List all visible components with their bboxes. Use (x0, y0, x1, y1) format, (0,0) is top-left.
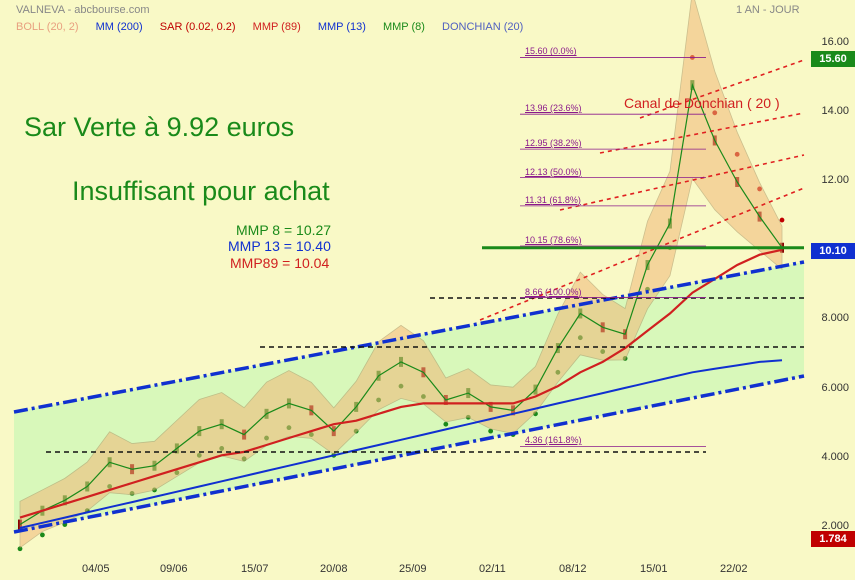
legend-mmp13: MMP (13) (317, 21, 366, 33)
y-tick-label: 2.000 (821, 520, 849, 532)
insuffisant-annotation: Insuffisant pour achat (72, 176, 330, 206)
x-tick-label: 04/05 (82, 563, 110, 575)
fib-label: 10.15 (78.6%) (525, 235, 582, 245)
y-tick-label: 14.00 (821, 104, 849, 117)
series-line-mmp-89- (19, 248, 783, 519)
period-label: 1 AN - JOUR (736, 4, 800, 16)
sar-dot (443, 421, 449, 427)
x-tick-label: 25/09 (399, 563, 427, 575)
x-tick-label: 20/08 (320, 563, 348, 575)
x-tick-label: 15/01 (640, 563, 668, 575)
y-tick-label: 4.000 (821, 450, 849, 463)
fib-label: 15.60 (0.0%) (525, 46, 577, 57)
fib-label: 4.36 (161.8%) (525, 435, 582, 446)
price-badge-low: 1.784 (811, 531, 855, 547)
price-badge-high: 15.60 (811, 51, 855, 67)
y-tick-label: 8.000 (821, 312, 849, 325)
y-tick-label: 6.000 (821, 381, 849, 394)
legend-donchian: DONCHIAN (20) (442, 21, 524, 33)
x-tick-label: 08/12 (559, 563, 587, 575)
legend-mmp89: MMP (89) (252, 21, 301, 33)
donchian-channel-line (559, 154, 805, 211)
legend-boll: BOLL (20, 2) (16, 21, 79, 33)
sar-dot (779, 217, 785, 223)
sar-dot (488, 428, 494, 434)
fib-label: 8.66 (100.0%) (525, 286, 582, 297)
x-tick-label: 09/06 (160, 563, 188, 575)
legend-mmp8: MMP (8) (382, 21, 425, 33)
y-tick-label: 16.00 (821, 35, 849, 48)
sar-annotation: Sar Verte à 9.92 euros (24, 112, 295, 142)
trend-channel-upper (13, 260, 805, 414)
mmp8-annotation: MMP 8 = 10.27 (236, 222, 332, 238)
sar-dot (17, 546, 23, 552)
price-badge-current: 10.10 (811, 243, 855, 259)
fib-label: 12.13 (50.0%) (525, 166, 582, 177)
fib-label: 13.96 (23.6%) (525, 103, 582, 114)
series-line-mm-200- (19, 359, 783, 529)
trend-channel-lower (13, 374, 805, 534)
y-tick-label: 12.00 (821, 174, 849, 186)
donchian-channel-line (639, 59, 805, 119)
x-tick-label: 02/11 (479, 563, 506, 575)
legend-mm200: MM (200) (95, 21, 143, 33)
donchian-annotation: Canal de Donchian ( 20 ) (624, 95, 780, 111)
x-tick-label: 15/07 (241, 563, 269, 575)
x-tick-label: 22/02 (720, 563, 748, 575)
series-line-cours (19, 82, 783, 526)
indicator-legend: BOLL (20, 2) MM (200) SAR (0.02, 0.2) MM… (16, 21, 537, 33)
fib-label: 12.95 (38.2%) (525, 138, 582, 149)
chart-title: VALNEVA - abcbourse.com (16, 4, 150, 16)
sar-dot (40, 532, 45, 538)
mmp13-annotation: MMP 13 = 10.40 (228, 238, 331, 254)
fib-label: 11.31 (61.8%) (525, 194, 581, 205)
mmp89-annotation: MMP89 = 10.04 (230, 255, 330, 271)
legend-sar: SAR (0.02, 0.2) (159, 21, 236, 33)
bollinger-band (19, 0, 783, 549)
donchian-channel-line (599, 112, 805, 154)
